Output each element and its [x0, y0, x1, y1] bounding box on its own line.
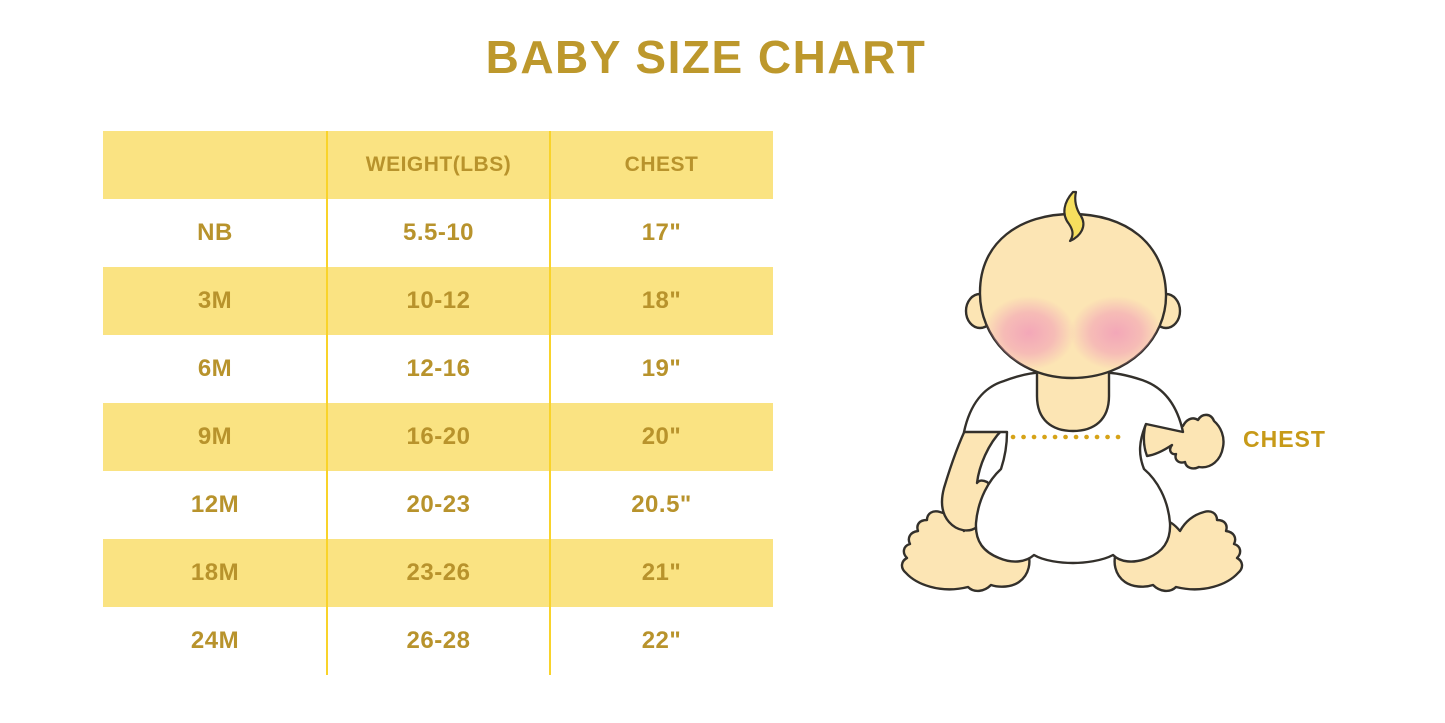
table-row-9m: 9M 16-20 20" [103, 403, 773, 471]
header-cell-chest: CHEST [624, 153, 699, 176]
chest-cell: 20.5" [631, 491, 692, 518]
table-row-nb: NB 5.5-10 17" [103, 199, 773, 267]
baby-neck [1035, 360, 1111, 433]
size-cell: 18M [190, 559, 240, 586]
table-row-24m: 24M 26-28 22" [103, 607, 773, 675]
size-cell: 12M [190, 491, 240, 518]
baby-hair-curl [1063, 190, 1085, 243]
size-cell: 24M [190, 627, 240, 654]
header-cell-size [103, 131, 327, 199]
table-row-12m: 12M 20-23 20.5" [103, 471, 773, 539]
header-cell-weight: WEIGHT(LBS) [365, 153, 512, 176]
chest-cell: 18" [641, 287, 682, 314]
size-cell: 6M [197, 355, 233, 382]
table-row-18m: 18M 23-26 21" [103, 539, 773, 607]
weight-cell: 26-28 [406, 627, 471, 654]
size-cell: NB [197, 219, 233, 246]
baby-left-blush [983, 296, 1075, 370]
chest-cell: 20" [641, 423, 682, 450]
table-row-3m: 3M 10-12 18" [103, 267, 773, 335]
chest-measurement-label: CHEST [1243, 426, 1326, 452]
weight-cell: 23-26 [406, 559, 471, 586]
table-header-row: WEIGHT(LBS) CHEST [103, 131, 773, 199]
size-cell: 9M [197, 423, 233, 450]
page-title: BABY SIZE CHART [485, 31, 927, 83]
chest-cell: 21" [641, 559, 682, 586]
weight-cell: 20-23 [406, 491, 471, 518]
chest-cell: 17" [641, 219, 682, 246]
weight-cell: 10-12 [406, 287, 471, 314]
weight-cell: 16-20 [406, 423, 471, 450]
size-table: WEIGHT(LBS) CHEST NB 5.5-10 17" 3M 10-12… [103, 131, 773, 675]
weight-cell: 12-16 [406, 355, 471, 382]
size-cell: 3M [197, 287, 233, 314]
column-divider [549, 131, 551, 675]
baby-right-blush [1070, 296, 1162, 370]
column-divider [326, 131, 328, 675]
weight-cell: 5.5-10 [402, 219, 475, 246]
chest-cell: 22" [641, 627, 682, 654]
baby-illustration [900, 190, 1244, 593]
chest-cell: 19" [641, 355, 682, 382]
table-row-6m: 6M 12-16 19" [103, 335, 773, 403]
